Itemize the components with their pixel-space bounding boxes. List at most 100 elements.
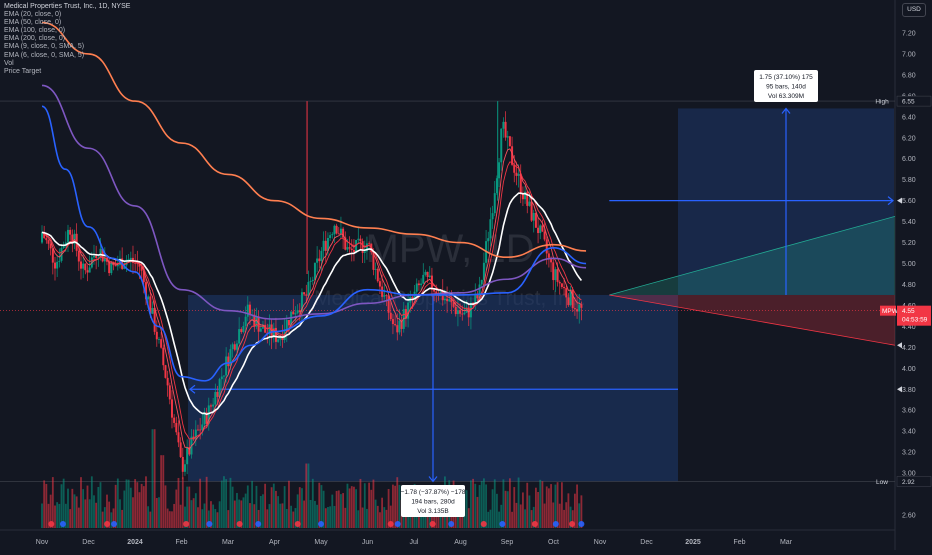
- volume-bar: [366, 508, 368, 528]
- candle-body: [532, 212, 535, 221]
- legend-ema50[interactable]: EMA (50, close, 0): [4, 19, 62, 27]
- volume-bar: [383, 507, 386, 528]
- candle-body: [66, 229, 69, 243]
- price-tick-label: 5.40: [902, 219, 916, 226]
- volume-bar: [173, 503, 176, 528]
- volume-bar: [532, 506, 535, 528]
- volume-bar: [524, 509, 526, 528]
- volume-bar: [478, 485, 481, 528]
- volume-bar: [539, 479, 542, 528]
- candle-body: [45, 238, 48, 241]
- candle-body: [162, 347, 165, 366]
- volume-bar: [355, 489, 358, 528]
- candle-body: [320, 250, 323, 262]
- candle-body: [335, 225, 338, 234]
- volume-bar: [519, 504, 522, 528]
- candle-body: [125, 259, 128, 266]
- measure-down-box-line: 194 bars, 280d: [411, 499, 455, 506]
- volume-bar: [376, 505, 379, 528]
- legend-ema20[interactable]: EMA (20, close, 0): [4, 11, 62, 19]
- volume-bar: [123, 490, 126, 528]
- candle-body: [257, 316, 260, 332]
- measure-up-box[interactable]: 1.75 (37.10%) 175 95 bars, 140d Vol 63.309…: [754, 70, 818, 102]
- volume-bar: [381, 497, 384, 528]
- candle-body: [175, 422, 178, 433]
- volume-bar: [160, 455, 163, 528]
- target-line-down: [609, 294, 896, 346]
- volume-bar: [576, 484, 578, 528]
- volume-bar: [389, 505, 392, 528]
- candle-body: [348, 247, 351, 249]
- candle-body: [313, 262, 316, 280]
- candle-body: [476, 293, 479, 299]
- candle-body: [277, 339, 280, 342]
- legend-ema100[interactable]: EMA (100, close, 0): [4, 27, 66, 35]
- volume-bar: [233, 500, 236, 528]
- time-tick-label: Nov: [36, 539, 49, 546]
- volume-bar: [476, 496, 479, 528]
- high-tag-value: 6.55: [902, 99, 915, 106]
- volume-bar: [446, 508, 448, 528]
- candle-body: [357, 238, 360, 240]
- candle-body: [62, 246, 65, 249]
- time-tick-label: May: [314, 539, 328, 546]
- currency-button[interactable]: USD: [902, 3, 926, 17]
- candle-body: [500, 128, 503, 163]
- candle-body: [259, 328, 262, 332]
- legend-ema9[interactable]: EMA (9, close, 0, SMA, 5): [4, 43, 85, 51]
- candle-body: [196, 429, 199, 431]
- candle-body: [69, 229, 72, 235]
- volume-bar: [379, 512, 381, 528]
- volume-bar: [80, 477, 82, 528]
- volume-bar: [522, 492, 524, 528]
- candle-body: [142, 270, 145, 283]
- earnings-marker: [387, 521, 394, 527]
- candle-body: [294, 313, 297, 315]
- volume-bar: [327, 506, 329, 528]
- volume-bar: [186, 486, 189, 528]
- ema9-line: [41, 161, 582, 440]
- legend-vol[interactable]: Vol: [4, 59, 14, 67]
- volume-bar: [324, 508, 327, 528]
- volume-bar: [272, 483, 275, 528]
- candle-body: [456, 310, 459, 315]
- candle-body: [292, 311, 295, 315]
- candle-body: [170, 399, 173, 418]
- candle-body: [285, 320, 288, 332]
- volume-bar: [563, 509, 565, 528]
- measure-down-box[interactable]: −1.78 (−37.87%) −178 194 bars, 280d Vol 3.…: [401, 485, 466, 517]
- price-tick-label: 6.20: [902, 135, 916, 142]
- volume-bar: [320, 485, 323, 528]
- candle-body: [487, 238, 490, 242]
- candle-body: [381, 286, 384, 297]
- volume-bar: [231, 486, 234, 528]
- candle-body: [333, 225, 336, 235]
- candle-body: [446, 298, 449, 302]
- volume-bar: [500, 504, 503, 528]
- candle-body: [73, 233, 76, 244]
- volume-bar: [335, 490, 338, 528]
- price-tick-label: 4.00: [902, 366, 916, 373]
- volume-bar: [285, 508, 288, 528]
- candle-body: [220, 376, 223, 380]
- candle-body: [489, 219, 492, 239]
- volume-bar: [394, 485, 397, 528]
- candle-body: [49, 243, 52, 249]
- volume-bar: [205, 476, 208, 528]
- candle-body: [181, 456, 184, 472]
- candle-body: [508, 136, 511, 147]
- last-price-box: [897, 305, 931, 326]
- legend-ema6[interactable]: EMA (6, close, 0, SMA, 5): [4, 51, 85, 59]
- candle-body: [138, 263, 141, 267]
- target-line-up: [609, 215, 896, 296]
- volume-bar: [303, 500, 306, 528]
- volume-bar: [171, 511, 173, 528]
- legend-ema200[interactable]: EMA (200, close, 0): [4, 35, 66, 43]
- legend-price-target[interactable]: Price Target: [4, 67, 42, 75]
- candle-body: [227, 356, 230, 367]
- volume-bar: [82, 489, 85, 528]
- volume-bar: [179, 504, 182, 528]
- time-tick-label: Jul: [410, 539, 419, 546]
